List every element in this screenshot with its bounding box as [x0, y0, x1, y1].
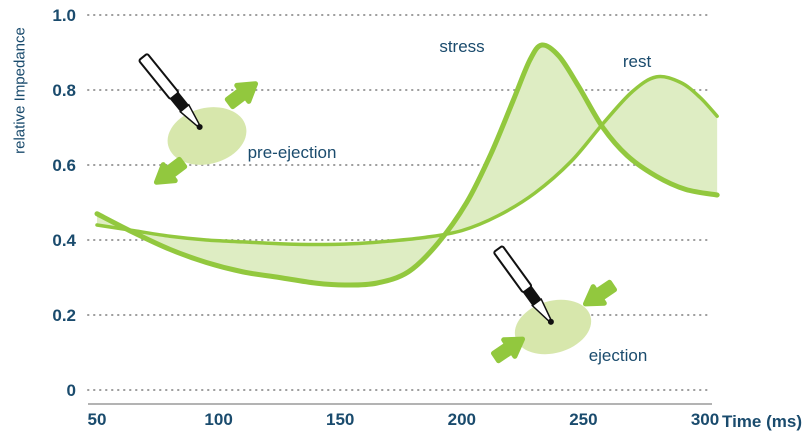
contract-arrow-icon [490, 336, 526, 364]
rest-curve-label: rest [622, 52, 652, 71]
x-tick-label: 50 [88, 410, 107, 429]
y-tick-label: 0.6 [52, 156, 76, 175]
between-curves-area [97, 44, 718, 286]
y-tick-label: 0.2 [52, 306, 76, 325]
stress-curve [94, 42, 720, 288]
pre-ejection-heart-ellipse [167, 107, 247, 165]
x-axis-label: Time (ms) [722, 412, 802, 431]
y-tick-label: 0 [67, 381, 76, 400]
x-tick-label: 250 [569, 410, 597, 429]
x-tick-label: 100 [204, 410, 232, 429]
y-tick-label: 0.4 [52, 231, 76, 250]
ejection-label: ejection [588, 346, 648, 365]
y-axis-label: relative Impedance [11, 27, 29, 154]
x-tick-label: 300 [691, 410, 719, 429]
ejection-heart-ellipse [514, 299, 592, 355]
pre-ejection-label: pre-ejection [247, 143, 337, 162]
pacing-lead-icon [493, 245, 554, 325]
pacing-lead-icon [138, 53, 203, 130]
stress-curve-label: stress [439, 37, 485, 56]
x-tick-label: 200 [448, 410, 476, 429]
y-tick-label: 1.0 [52, 6, 76, 25]
contract-arrow-icon [582, 279, 618, 307]
y-tick-label: 0.8 [52, 81, 76, 100]
x-tick-label: 150 [326, 410, 354, 429]
expand-arrow-icon [224, 81, 259, 110]
expand-arrow-icon [153, 156, 188, 185]
